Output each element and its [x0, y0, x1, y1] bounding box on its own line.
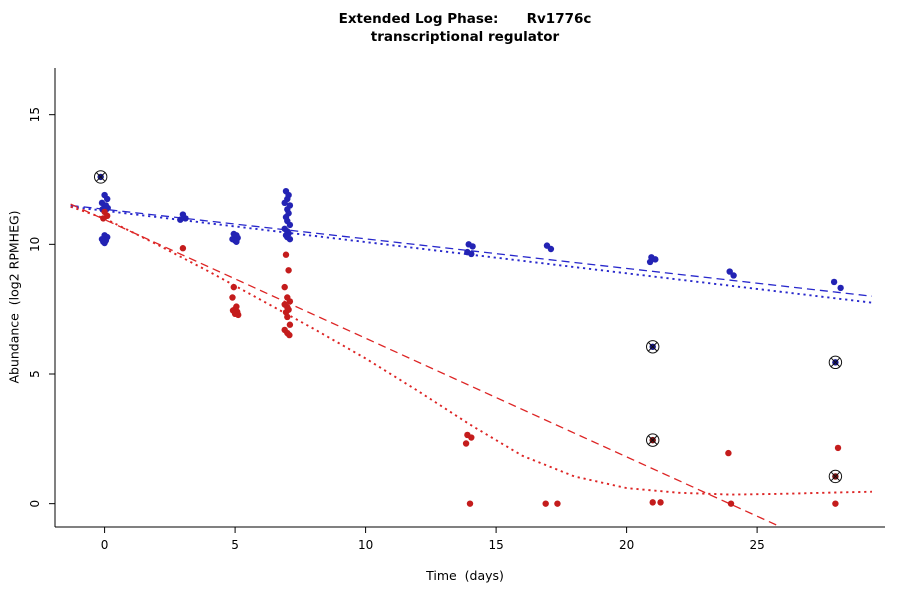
x-axis-label: Time (days) [426, 568, 504, 583]
blue-series-point [104, 195, 111, 203]
blue-series-point [233, 238, 240, 245]
flagged-point-cross [647, 435, 658, 445]
x-tick-label: 0 [101, 538, 109, 552]
x-tick-label: 15 [488, 538, 503, 552]
blue-series-point [177, 216, 184, 223]
chart-title: Extended Log Phase: Rv1776c transcriptio… [30, 10, 900, 46]
blue-series-point [286, 221, 294, 229]
x-tick-label: 5 [231, 538, 239, 552]
red-series-point [649, 499, 656, 506]
flagged-point-ring [646, 340, 660, 354]
y-tick-label: 5 [28, 370, 42, 378]
red-series-point [727, 500, 735, 507]
chart-title-line1: Extended Log Phase: Rv1776c [338, 11, 592, 27]
chart-title-line2: transcriptional regulator [370, 29, 560, 45]
blue-series-point [837, 284, 844, 292]
red-series-point [542, 500, 549, 507]
blue-series-point [646, 258, 654, 266]
flagged-point-cross [830, 471, 841, 482]
red-series-point [179, 245, 187, 252]
blue-series-point [547, 245, 555, 253]
red-series-point [282, 251, 290, 258]
red-series-point [834, 444, 842, 452]
flagged-point-ring [93, 170, 108, 184]
blue-series-point [730, 272, 737, 279]
red-series-point [657, 499, 664, 506]
x-tick-label: 10 [358, 538, 373, 552]
y-tick-label: 15 [28, 107, 42, 122]
red-series-point [230, 283, 237, 291]
red-series-point [468, 434, 475, 441]
red-series-point [281, 283, 288, 291]
flagged-point-ring [828, 469, 843, 484]
x-tick-label: 25 [749, 538, 764, 552]
red-series-point [235, 311, 242, 319]
flagged-point-cross [830, 357, 841, 368]
red-series-point [284, 313, 291, 321]
flagged-point-ring [828, 355, 843, 370]
x-tick-label: 20 [619, 538, 634, 552]
y-tick-label: 0 [28, 500, 42, 508]
flagged-point-cross [647, 342, 658, 352]
blue-series-point [468, 250, 475, 258]
blue-series-point [182, 215, 189, 222]
flagged-point-ring [646, 433, 660, 447]
red-series-point [725, 449, 732, 457]
blue-series-point [652, 256, 659, 263]
blue-series-point [469, 243, 476, 250]
blue-series-point [281, 199, 288, 207]
y-tick-label: 10 [28, 237, 42, 252]
red-series-point [286, 331, 293, 339]
red-series-point [462, 440, 470, 447]
blue-series-point [830, 278, 838, 286]
red-series-point [285, 267, 292, 274]
red-series-point [832, 500, 839, 507]
flagged-point-cross [95, 172, 106, 182]
red-dashed-fit [70, 203, 779, 527]
red-series-point [100, 215, 107, 222]
red-series-point [466, 500, 474, 507]
blue-series-point [101, 239, 108, 247]
red-series-point [286, 321, 294, 328]
red-series-point [554, 500, 561, 507]
blue-series-point [726, 268, 733, 275]
red-series-point [286, 298, 294, 305]
red-dotted-fit [70, 205, 872, 496]
blue-series-point [286, 235, 294, 243]
red-series-point [229, 294, 236, 301]
